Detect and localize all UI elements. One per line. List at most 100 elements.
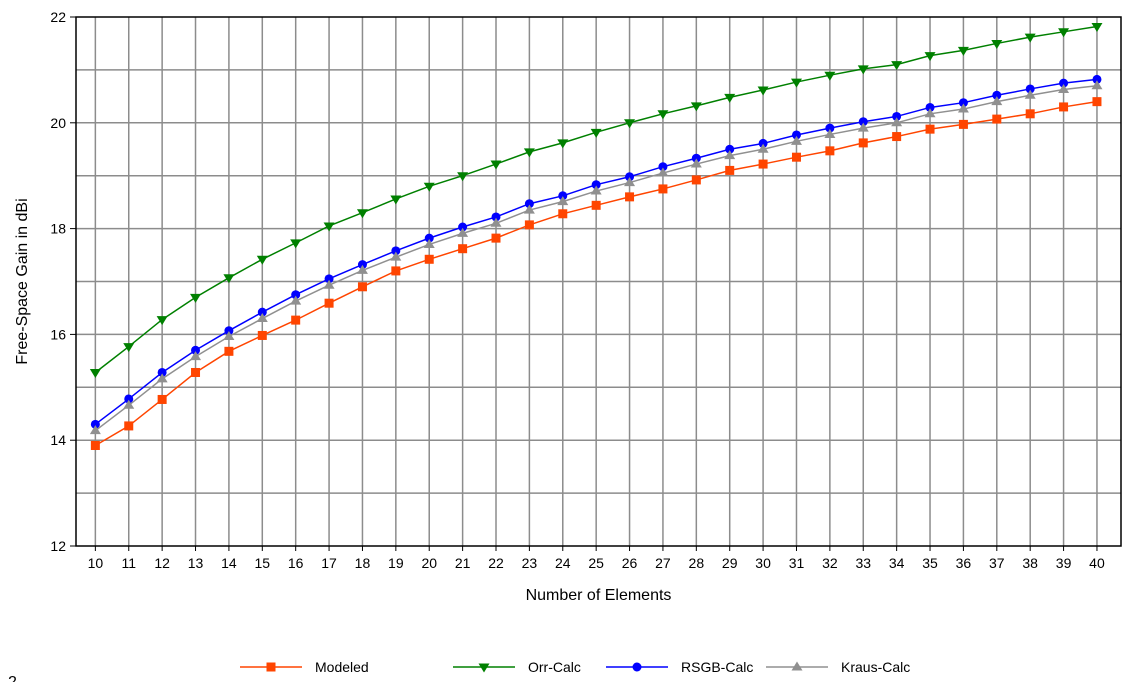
data-point: [857, 65, 869, 75]
x-tick-label: 37: [989, 555, 1005, 571]
x-tick-label: 15: [255, 555, 271, 571]
legend-label: Modeled: [315, 659, 369, 675]
x-tick-label: 21: [455, 555, 471, 571]
data-point: [757, 86, 769, 96]
data-point: [958, 98, 968, 108]
x-tick-label: 24: [555, 555, 571, 571]
y-tick-label: 22: [50, 9, 66, 25]
data-point: [123, 343, 135, 353]
grid-lines: [76, 17, 1121, 546]
data-point: [391, 266, 401, 276]
x-tick-label: 12: [154, 555, 170, 571]
data-point: [691, 153, 701, 163]
data-point: [924, 52, 936, 62]
data-point: [757, 143, 769, 153]
data-point: [523, 204, 535, 214]
data-point: [324, 274, 334, 284]
data-point: [1059, 102, 1069, 112]
data-point: [824, 128, 836, 138]
x-tick-label: 35: [922, 555, 938, 571]
data-point: [1092, 74, 1102, 84]
legend-label: Kraus-Calc: [841, 659, 910, 675]
data-point: [691, 175, 701, 185]
x-tick-label: 36: [956, 555, 972, 571]
series-rsgb-calc: [90, 74, 1102, 429]
x-tick-label: 22: [488, 555, 504, 571]
data-point: [156, 316, 168, 326]
legend-item: Modeled: [240, 659, 369, 675]
data-point: [90, 440, 100, 450]
x-tick-label: 26: [622, 555, 638, 571]
data-point: [558, 209, 568, 219]
x-tick-label: 14: [221, 555, 237, 571]
data-point: [1059, 78, 1069, 88]
data-point: [266, 662, 276, 672]
x-tick-label: 38: [1022, 555, 1038, 571]
data-point: [657, 110, 669, 120]
data-point: [1092, 97, 1102, 107]
data-point: [356, 264, 368, 274]
y-tick-label: 18: [50, 221, 66, 237]
x-axis-tick-labels: 10 11 12 13 14 15 16 17 18 19 20 21 22 23 24 25 26 27 28 29…: [88, 546, 1105, 571]
y-tick-label: 16: [50, 326, 66, 342]
legend-item: RSGB-Calc: [606, 659, 753, 675]
page-number-fragment: 2: [8, 674, 17, 682]
data-point: [690, 102, 702, 112]
data-point: [290, 239, 302, 249]
series-modeled: [90, 97, 1102, 450]
data-point: [724, 150, 736, 160]
data-point: [857, 122, 869, 132]
data-point: [457, 227, 469, 237]
y-tick-label: 20: [50, 115, 66, 131]
y-axis-label: Free-Space Gain in dBi: [14, 198, 31, 364]
data-point: [490, 160, 502, 170]
data-point: [625, 172, 635, 182]
data-point: [490, 217, 502, 227]
data-point: [190, 293, 202, 303]
data-point: [124, 394, 134, 404]
data-point: [958, 119, 968, 129]
data-point: [624, 177, 636, 187]
data-point: [791, 130, 801, 140]
data-point: [1024, 89, 1036, 99]
data-point: [825, 123, 835, 133]
x-tick-label: 34: [889, 555, 905, 571]
data-point: [89, 425, 101, 435]
y-tick-label: 12: [50, 538, 66, 554]
data-point: [658, 184, 668, 194]
data-point: [1091, 80, 1103, 90]
data-point: [156, 373, 168, 383]
data-point: [758, 138, 768, 148]
legend-label: RSGB-Calc: [681, 659, 753, 675]
data-point: [157, 367, 167, 377]
data-point: [590, 185, 602, 195]
x-tick-label: 20: [421, 555, 437, 571]
data-point: [224, 346, 234, 356]
data-point: [391, 246, 401, 256]
x-tick-label: 17: [321, 555, 337, 571]
data-point: [523, 148, 535, 158]
data-point: [991, 96, 1003, 106]
data-point: [557, 139, 569, 149]
data-point: [925, 124, 935, 134]
x-tick-label: 11: [121, 555, 136, 571]
data-point: [90, 419, 100, 429]
data-point: [991, 39, 1003, 49]
data-point: [291, 315, 301, 325]
data-point: [924, 108, 936, 118]
data-point: [624, 119, 636, 129]
data-point: [1058, 28, 1070, 38]
data-point: [256, 255, 268, 265]
x-tick-label: 30: [755, 555, 771, 571]
x-tick-label: 23: [522, 555, 538, 571]
x-tick-label: 28: [689, 555, 705, 571]
data-point: [191, 345, 201, 355]
y-axis-tick-labels: 12 14 16 18 20 22: [50, 9, 76, 554]
data-point: [224, 326, 234, 336]
data-point: [457, 172, 469, 182]
data-point: [324, 298, 334, 308]
x-tick-label: 33: [855, 555, 871, 571]
data-point: [558, 191, 568, 201]
x-tick-label: 19: [388, 555, 404, 571]
data-point: [1058, 83, 1070, 93]
